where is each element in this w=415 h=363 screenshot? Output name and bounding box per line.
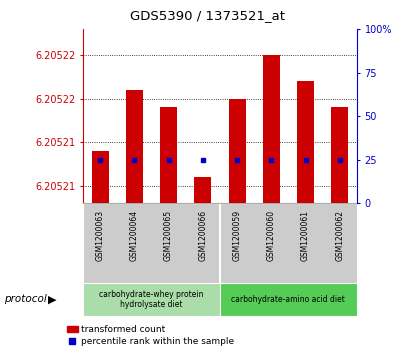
Bar — [194, 177, 211, 203]
Text: carbohydrate-whey protein
hydrolysate diet: carbohydrate-whey protein hydrolysate di… — [99, 290, 204, 309]
Bar — [92, 151, 109, 203]
Bar — [83, 283, 220, 316]
Text: carbohydrate-amino acid diet: carbohydrate-amino acid diet — [232, 295, 345, 304]
Text: GSM1200061: GSM1200061 — [301, 210, 310, 261]
Bar — [126, 90, 143, 203]
Text: GSM1200063: GSM1200063 — [95, 210, 105, 261]
Text: GSM1200065: GSM1200065 — [164, 210, 173, 261]
Text: GSM1200059: GSM1200059 — [232, 210, 242, 261]
Text: GSM1200062: GSM1200062 — [335, 210, 344, 261]
Bar — [297, 81, 314, 203]
Text: ▶: ▶ — [48, 294, 56, 305]
Bar — [331, 107, 348, 203]
Legend: transformed count, percentile rank within the sample: transformed count, percentile rank withi… — [67, 325, 234, 346]
Bar — [160, 107, 177, 203]
Text: GSM1200066: GSM1200066 — [198, 210, 208, 261]
Text: GDS5390 / 1373521_at: GDS5390 / 1373521_at — [130, 9, 285, 22]
Text: GSM1200064: GSM1200064 — [130, 210, 139, 261]
Text: GSM1200060: GSM1200060 — [267, 210, 276, 261]
Bar — [220, 283, 357, 316]
Text: protocol: protocol — [4, 294, 47, 305]
Bar — [229, 99, 246, 203]
Bar — [263, 55, 280, 203]
